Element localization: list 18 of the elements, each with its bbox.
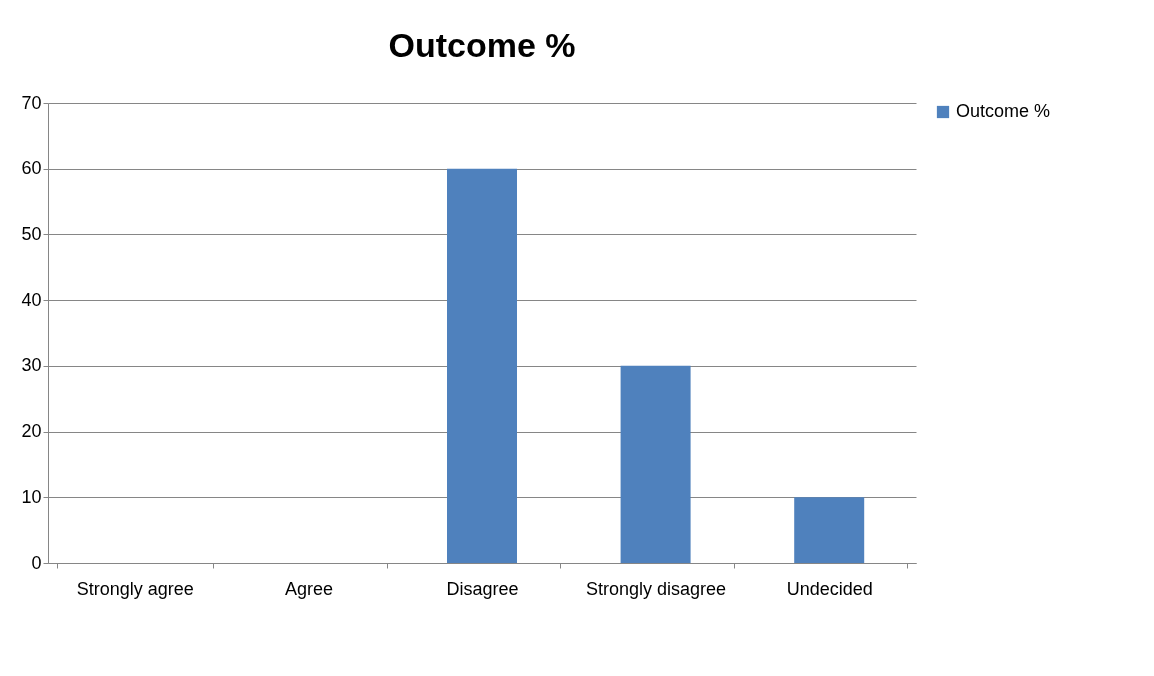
chart-title: Outcome % bbox=[388, 26, 576, 64]
bar bbox=[447, 168, 517, 563]
y-tick-label: 30 bbox=[21, 355, 42, 376]
y-tick-label: 20 bbox=[21, 421, 42, 442]
x-tick-label: Strongly disagree bbox=[586, 578, 727, 599]
legend-label: Outcome % bbox=[956, 101, 1051, 121]
y-tick-label: 40 bbox=[21, 289, 42, 310]
x-tick-label: Undecided bbox=[786, 578, 873, 599]
bar bbox=[794, 497, 865, 563]
x-tick-label: Strongly agree bbox=[76, 578, 194, 599]
y-tick-label: 0 bbox=[31, 552, 42, 573]
y-tick-label: 50 bbox=[21, 223, 42, 244]
y-tick-label: 10 bbox=[21, 486, 42, 507]
x-tick-label: Disagree bbox=[446, 578, 519, 599]
bar bbox=[620, 365, 691, 563]
y-tick-label: 70 bbox=[21, 92, 42, 113]
y-tick-label: 60 bbox=[21, 158, 42, 179]
x-tick-label: Agree bbox=[284, 578, 333, 599]
